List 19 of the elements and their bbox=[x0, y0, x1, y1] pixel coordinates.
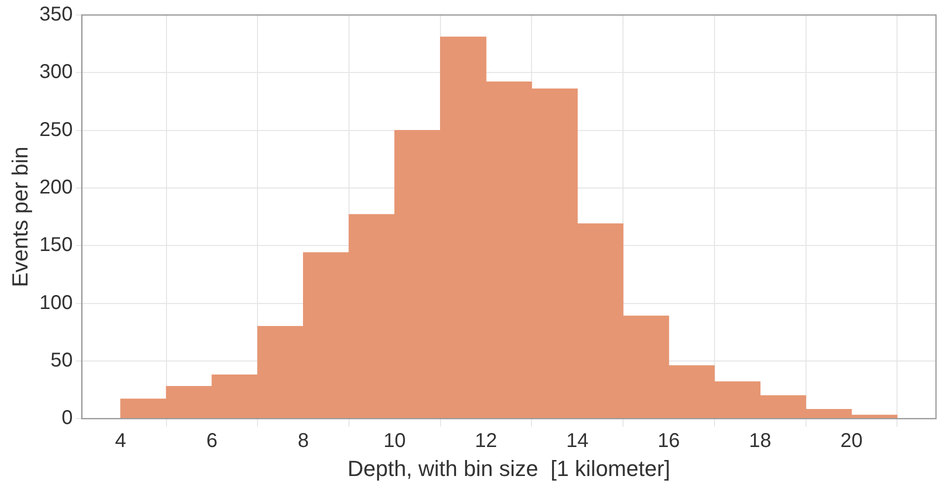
y-tick-label: 0 bbox=[62, 407, 73, 430]
y-tick-label: 200 bbox=[39, 176, 73, 198]
x-tick-label: 14 bbox=[566, 430, 589, 452]
x-tick-label: 18 bbox=[749, 430, 772, 452]
y-tick-label: 350 bbox=[39, 4, 73, 26]
y-tick-label: 50 bbox=[50, 349, 73, 372]
y-axis-title: Events per bin bbox=[7, 146, 32, 288]
y-tick-label: 100 bbox=[39, 292, 73, 314]
y-tick-label: 250 bbox=[39, 118, 73, 141]
x-tick-label: 6 bbox=[206, 430, 218, 452]
x-tick-label: 4 bbox=[115, 430, 126, 452]
x-tick-label: 12 bbox=[474, 430, 498, 452]
x-axis-title: Depth, with bin size [1 kilometer] bbox=[347, 456, 670, 481]
x-tick-label: 8 bbox=[298, 430, 309, 452]
x-tick-label: 10 bbox=[384, 430, 406, 452]
x-tick-label: 20 bbox=[840, 430, 863, 452]
y-tick-label: 300 bbox=[39, 61, 73, 84]
x-tick-label: 16 bbox=[658, 430, 680, 452]
y-tick-label: 150 bbox=[39, 234, 73, 256]
